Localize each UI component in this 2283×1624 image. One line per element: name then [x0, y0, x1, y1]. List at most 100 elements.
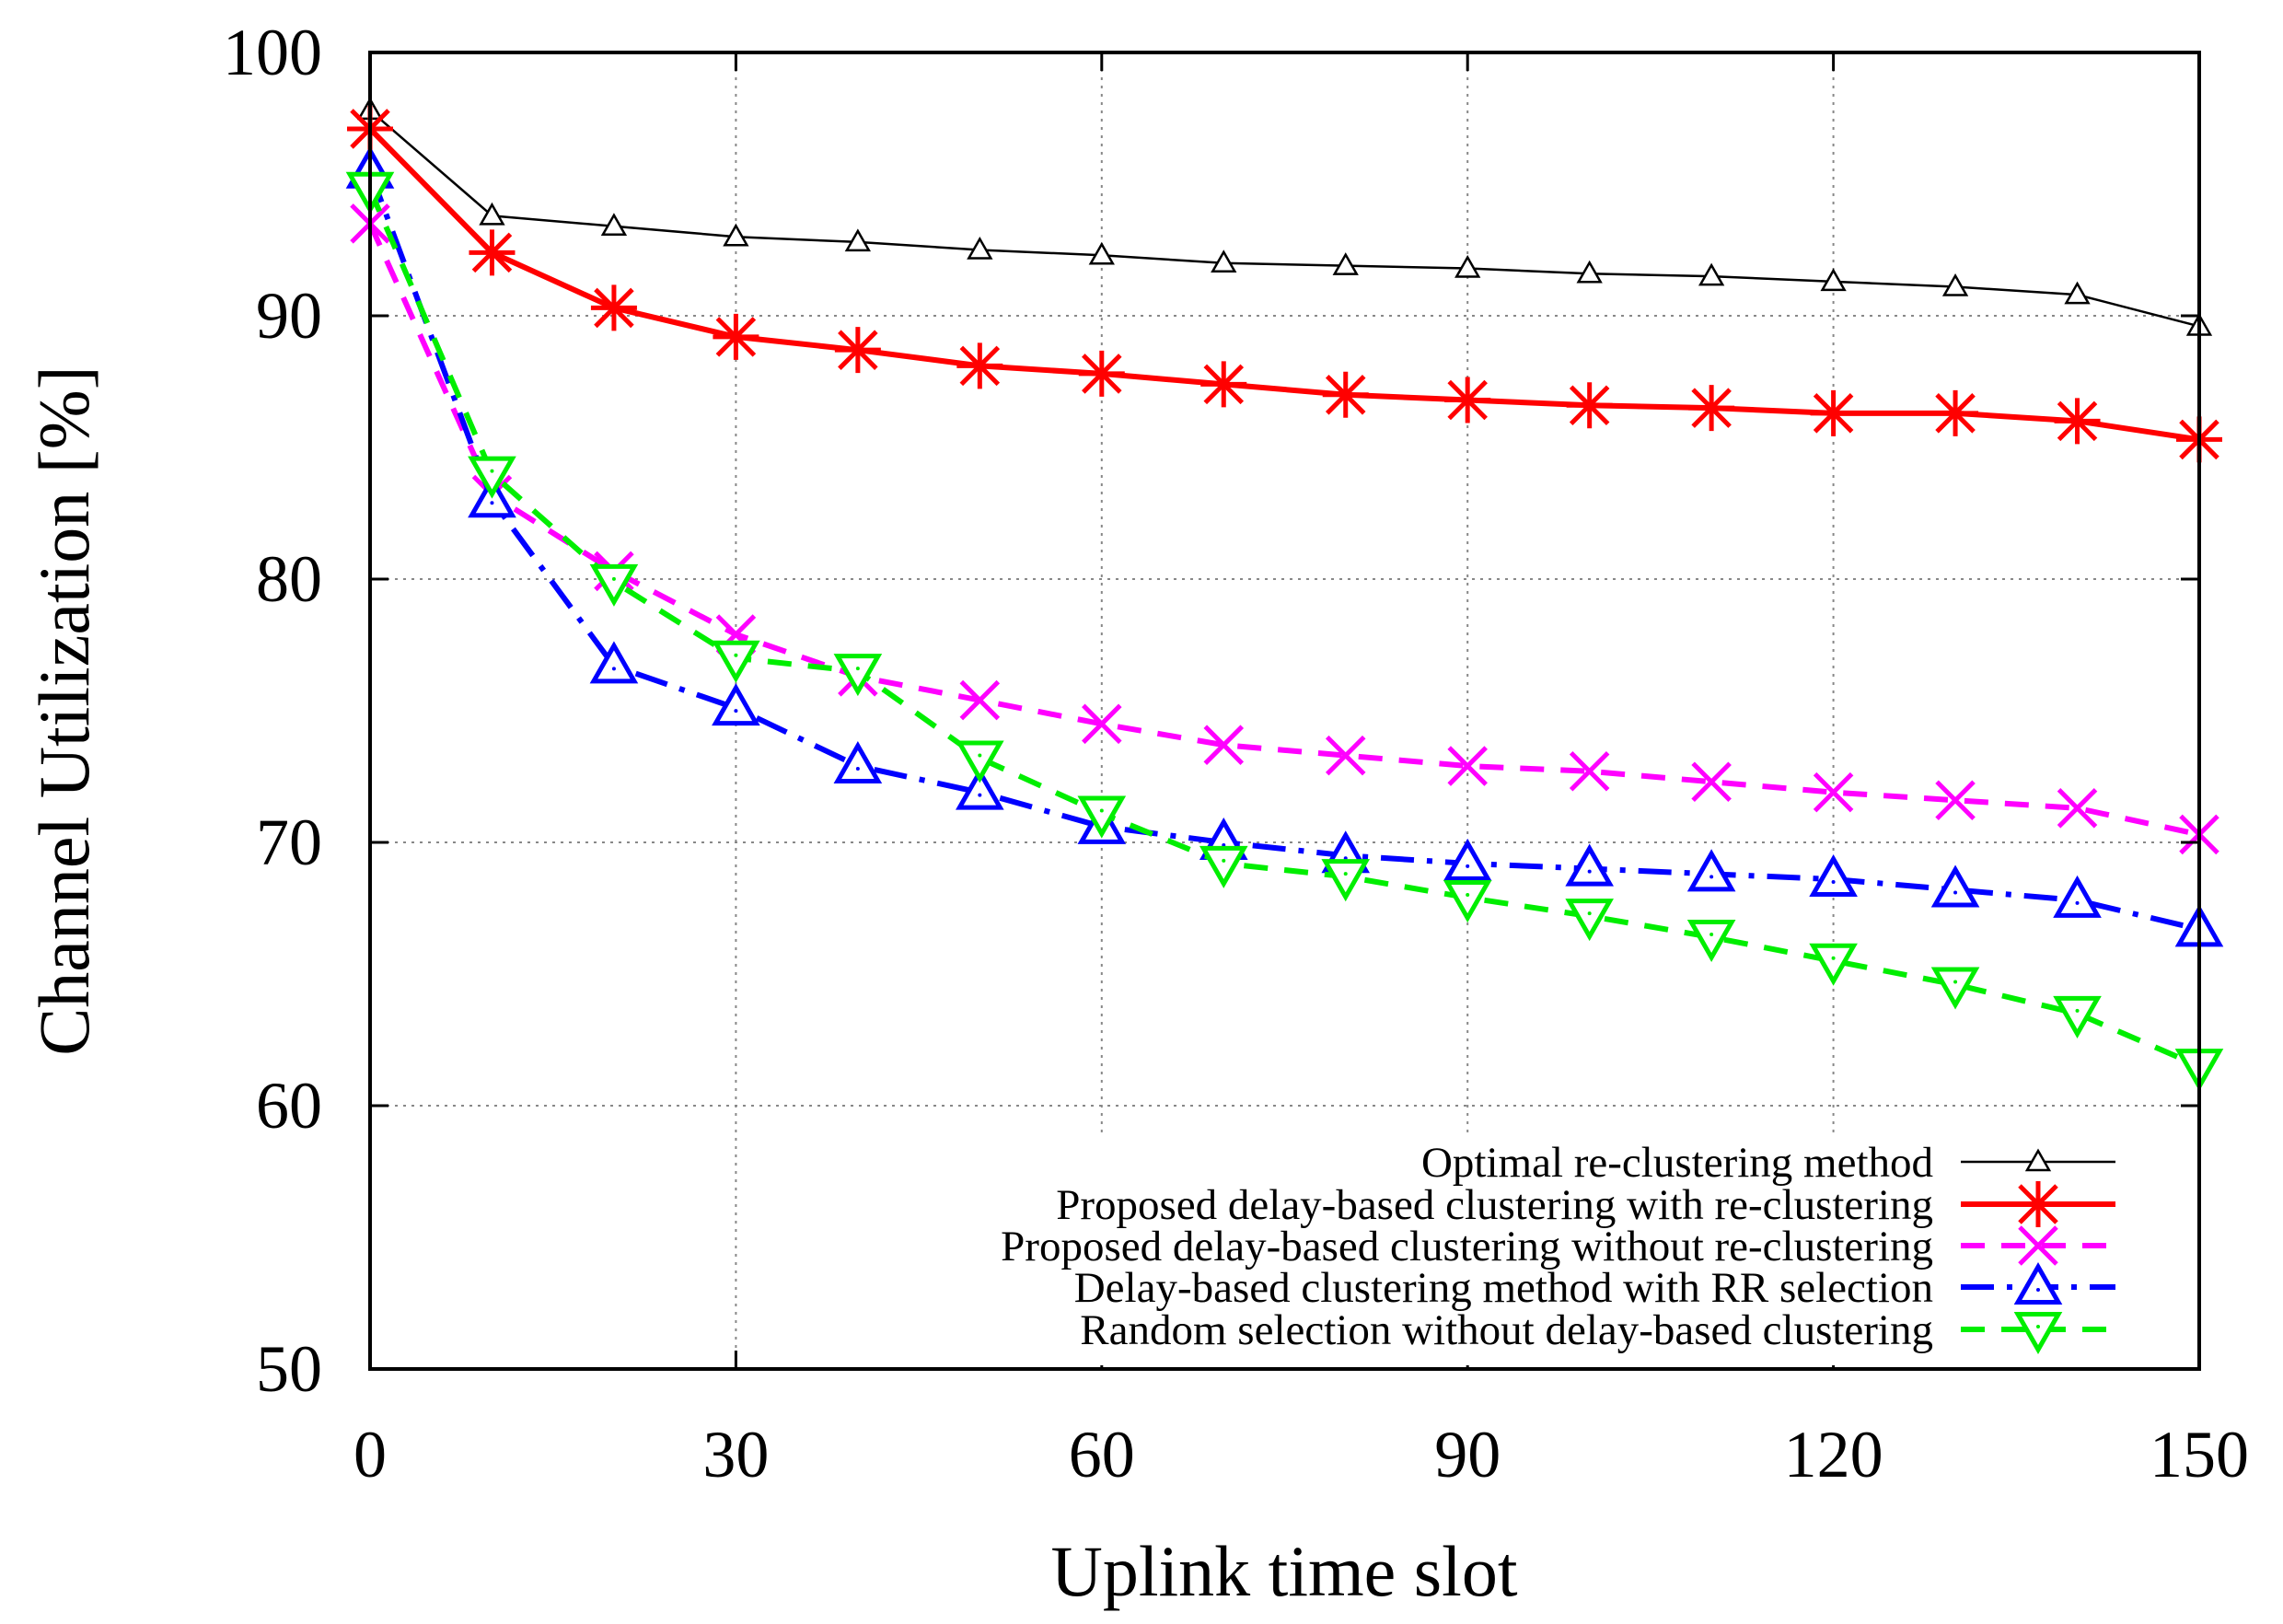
data-point	[2053, 875, 2102, 918]
data-point	[2013, 1312, 2063, 1355]
x-axis-title: Uplink time slot	[1051, 1531, 1518, 1611]
data-point	[2013, 1261, 2063, 1305]
series-line	[367, 169, 2200, 933]
data-point	[1820, 268, 1847, 292]
series-line	[367, 222, 2200, 838]
x-tick-label: 30	[702, 1418, 769, 1491]
plot-frame	[368, 51, 2201, 1371]
data-point	[2064, 281, 2091, 305]
data-point	[1211, 249, 1237, 273]
data-point	[956, 342, 1003, 389]
data-point	[1569, 751, 1610, 792]
x-tick-label: 60	[1069, 1418, 1135, 1491]
data-point	[1688, 385, 1735, 432]
data-point	[1200, 361, 1247, 408]
data-point	[1454, 255, 1481, 278]
legend-label: Delay-based clustering method with RR se…	[1074, 1264, 1933, 1312]
data-point	[1443, 838, 1492, 881]
series-line	[367, 188, 2201, 1069]
data-point	[1082, 703, 1122, 745]
series-2	[347, 105, 2222, 463]
series-line	[367, 126, 2200, 443]
data-point	[1686, 849, 1736, 892]
legend-item: Proposed delay-based clustering without …	[1001, 1223, 2115, 1270]
data-point	[589, 641, 639, 684]
data-point	[1576, 260, 1603, 284]
data-point	[479, 202, 505, 226]
data-point	[956, 767, 1004, 810]
data-point	[1813, 771, 1854, 813]
data-point	[1443, 880, 1492, 923]
data-point	[967, 236, 993, 260]
data-point	[2057, 788, 2098, 829]
data-point	[2024, 1148, 2052, 1172]
data-point	[1325, 735, 1366, 776]
data-point	[1810, 389, 1857, 436]
legend-item: Delay-based clustering method with RR se…	[1074, 1261, 2115, 1312]
data-point	[1444, 377, 1491, 423]
data-point	[1935, 780, 1976, 821]
data-point	[723, 223, 749, 247]
data-point	[1686, 919, 1736, 962]
legend-item: Optimal re-clustering method	[1421, 1139, 2115, 1187]
data-point	[1930, 967, 1980, 1010]
legend-item: Proposed delay-based clustering with re-…	[1056, 1181, 2115, 1229]
legend-background	[810, 1132, 2196, 1365]
data-point	[1322, 371, 1369, 418]
data-point	[1698, 262, 1725, 286]
data-point	[590, 284, 637, 331]
legend-label: Random selection without delay-based clu…	[1080, 1306, 1933, 1354]
data-point	[1447, 746, 1488, 786]
y-tick-label: 70	[256, 806, 322, 879]
data-point	[712, 683, 760, 726]
y-tick-label: 60	[256, 1069, 322, 1143]
x-tick-label: 120	[1784, 1418, 1883, 1491]
data-point	[959, 679, 1001, 721]
y-tick-label: 50	[256, 1332, 322, 1406]
legend-label: Optimal re-clustering method	[1421, 1139, 1933, 1187]
y-axis-title: Channel Utilization [%]	[24, 365, 104, 1055]
data-point	[468, 456, 516, 499]
data-point	[1809, 943, 1858, 986]
x-tick-label: 150	[2150, 1418, 2249, 1491]
data-point	[1321, 859, 1371, 902]
data-point	[1932, 389, 1979, 436]
data-point	[834, 327, 881, 374]
data-point	[2018, 1225, 2058, 1266]
x-tick-label: 0	[353, 1418, 387, 1491]
data-point	[1566, 382, 1613, 429]
data-point	[2015, 1181, 2061, 1227]
data-point	[1565, 899, 1614, 942]
data-point	[1565, 843, 1614, 887]
data-point	[833, 741, 883, 784]
data-point	[589, 563, 639, 607]
series-3	[350, 203, 2219, 855]
y-tick-label: 100	[223, 16, 322, 89]
data-point	[2054, 398, 2101, 445]
data-point	[1691, 761, 1732, 802]
legend-label: Proposed delay-based clustering without …	[1001, 1223, 1933, 1270]
data-point	[1199, 845, 1248, 888]
series-line	[369, 109, 2200, 328]
x-tick-label: 90	[1434, 1418, 1501, 1491]
data-point	[956, 740, 1004, 783]
data-point	[1332, 252, 1359, 275]
series-5	[345, 171, 2224, 1092]
data-point	[844, 228, 872, 252]
data-point	[833, 654, 883, 697]
data-point	[1077, 795, 1127, 839]
data-point	[1930, 864, 1980, 908]
y-tick-label: 90	[256, 279, 322, 353]
data-point	[1941, 273, 1969, 296]
grid-lines	[370, 52, 2199, 1369]
data-point	[713, 313, 759, 360]
data-point	[1088, 241, 1115, 265]
y-tick-label: 80	[256, 542, 322, 616]
legend-label: Proposed delay-based clustering with re-…	[1056, 1181, 1933, 1229]
axis-ticks: 0 30 60 90 120 150 50 60 70 80 90 100	[223, 16, 2249, 1491]
series-group	[345, 97, 2224, 1092]
data-point	[469, 229, 516, 276]
